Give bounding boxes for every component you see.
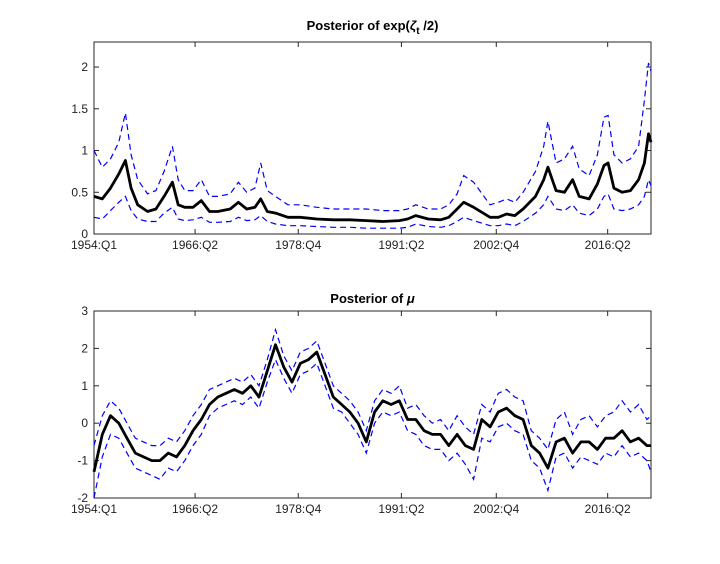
chart-title: Posterior of exp(ζt /2) — [307, 18, 439, 37]
top-panel-volatility: Posterior of exp(ζt /2) 0 0.5 1 1.5 2 1954:Q1 1… — [71, 18, 653, 252]
upper-band-line — [93, 327, 652, 451]
upper-band-line — [93, 62, 652, 212]
x-tick-label: 1978:Q4 — [275, 238, 321, 252]
x-tick-label: 1966:Q2 — [172, 238, 218, 252]
title-prefix: Posterior of — [330, 291, 407, 306]
y-tick-label: 1.5 — [71, 102, 88, 116]
lower-band-line — [93, 177, 652, 229]
x-tick-label: 2002:Q4 — [473, 502, 519, 516]
x-tick-label: 2016:Q2 — [585, 238, 631, 252]
y-tick-label: 0 — [81, 416, 88, 430]
title-prefix: Posterior of exp( — [307, 18, 411, 33]
y-tick-label: -1 — [77, 454, 88, 468]
lower-band-line — [93, 357, 652, 499]
title-greek: ζ — [410, 18, 417, 33]
y-tick-label: 2 — [81, 341, 88, 355]
y-tick-label: 2 — [81, 60, 88, 74]
x-tick-label: 2016:Q2 — [585, 502, 631, 516]
median-line — [93, 132, 653, 223]
plot-area-box — [93, 310, 652, 499]
x-tick-label: 1978:Q4 — [275, 502, 321, 516]
x-tick-label: 2002:Q4 — [473, 238, 519, 252]
chart-title: Posterior of μ — [330, 291, 415, 306]
y-tick-label: 3 — [81, 304, 88, 318]
x-tick-label: 1954:Q1 — [71, 502, 117, 516]
bottom-panel-mu: Posterior of μ -2 -1 0 1 2 3 1954:Q1 1966:Q2 1978… — [71, 291, 652, 516]
median-line — [92, 343, 651, 473]
title-suffix: /2) — [420, 18, 439, 33]
y-tick-label: -2 — [77, 491, 88, 505]
y-tick-label: 1 — [81, 379, 88, 393]
x-tick-label: 1966:Q2 — [172, 502, 218, 516]
y-tick-label: 1 — [81, 144, 88, 158]
y-tick-label: 0.5 — [71, 185, 88, 199]
y-tick-label: 0 — [81, 227, 88, 241]
x-tick-label: 1991:Q2 — [378, 502, 424, 516]
x-tick-label: 1954:Q1 — [71, 238, 117, 252]
x-tick-label: 1991:Q2 — [378, 238, 424, 252]
title-greek: μ — [406, 291, 415, 306]
title-subscript: t — [416, 26, 420, 37]
